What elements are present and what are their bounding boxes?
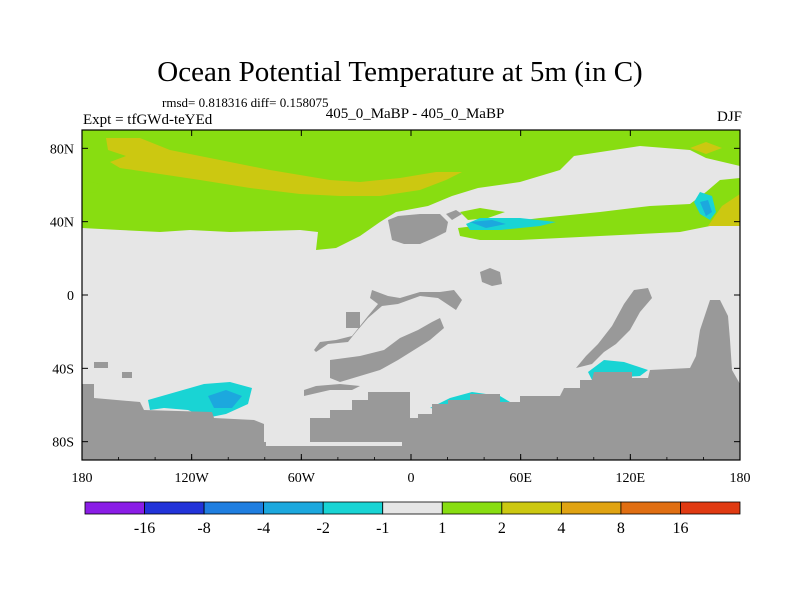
colorbar-swatch-8 [560,501,622,515]
colorbar-label-1: -8 [197,520,210,537]
colorbar: -16 -8 -4 -2 -1 1 2 4 8 16 [84,501,741,537]
x-tick-label-5: 120E [616,471,646,486]
experiment-label: Expt = tfGWd-teYEd [83,112,213,128]
x-tick-label-0: 180 [72,471,93,486]
colorbar-swatch-1 [144,501,205,515]
x-tick-label-1: 120W [175,471,210,486]
colorbar-swatch-9 [620,501,681,515]
x-tick-label-2: 60W [288,471,316,486]
anomaly-region-green-west-lobe [82,180,100,194]
land-islet-4 [122,372,132,378]
colorbar-label-4: -1 [376,520,389,537]
colorbar-swatch-6 [441,501,503,515]
x-tick-label-6: 180 [730,471,751,486]
land-north-continent [388,214,448,244]
land-island-small-1 [346,312,360,328]
colorbar-label-0: -16 [134,520,155,537]
land-antarctica [82,300,740,460]
colorbar-label-2: -4 [257,520,270,537]
x-tick-label-3: 0 [408,471,415,486]
colorbar-swatch-7 [501,501,562,515]
land-islet-3 [94,362,108,368]
anomaly-region-blue-ne [700,200,712,216]
colorbar-label-6: 2 [498,520,506,537]
land-ridge-lower [330,318,444,382]
anomaly-region-yellow-north [106,138,462,196]
anomaly-region-blue-nw-pacific [470,220,506,228]
land-east-chain [576,288,652,368]
comparison-label: 405_0_MaBP - 405_0_MaBP [325,106,505,122]
chart-title: Ocean Potential Temperature at 5m (in C) [157,56,643,88]
colorbar-label-9: 16 [672,520,688,537]
season-label: DJF [716,109,742,125]
axes: 180 120W 60W 0 60E 120E 180 80N 40N 0 40S 80S [50,130,751,486]
colorbar-swatch-5 [382,501,443,515]
land-islet-2 [480,268,502,286]
y-tick-label-4: 80S [52,436,74,451]
anomaly-region-blue-south-pacific [208,390,242,408]
land-peninsula [304,384,360,396]
colorbar-swatch-10 [680,501,741,515]
anomaly-region-yellow-arctic-edge [690,142,722,154]
y-tick-label-1: 40N [50,216,74,231]
anomaly-region-yellow-northeast [708,194,740,226]
land-mask [82,210,740,460]
x-tick-label-4: 60E [509,471,532,486]
land-weddell-gap [266,442,402,446]
anomaly-region-green-npacific-2 [460,208,505,220]
colorbar-label-5: 1 [438,520,446,537]
y-tick-label-3: 40S [52,362,74,377]
colorbar-swatch-2 [203,501,265,515]
colorbar-label-8: 8 [617,520,625,537]
colorbar-swatch-4 [322,501,384,515]
colorbar-swatch-0 [84,501,145,515]
y-tick-label-0: 80N [50,142,74,157]
land-north-islet [446,210,462,220]
stats-line: rmsd= 0.818316 diff= 0.158075 [162,95,329,110]
y-tick-label-2: 0 [67,289,74,304]
colorbar-label-7: 4 [557,520,565,537]
colorbar-label-3: -2 [317,520,330,537]
land-midocean-ridge [314,290,462,352]
colorbar-swatch-3 [263,501,324,515]
hot-anomaly-regions [106,138,740,226]
